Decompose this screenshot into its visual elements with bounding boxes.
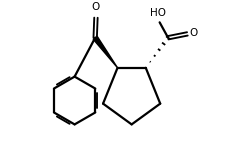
Text: O: O <box>92 2 100 12</box>
Text: O: O <box>189 28 198 38</box>
Text: HO: HO <box>150 8 166 18</box>
Polygon shape <box>93 36 117 68</box>
